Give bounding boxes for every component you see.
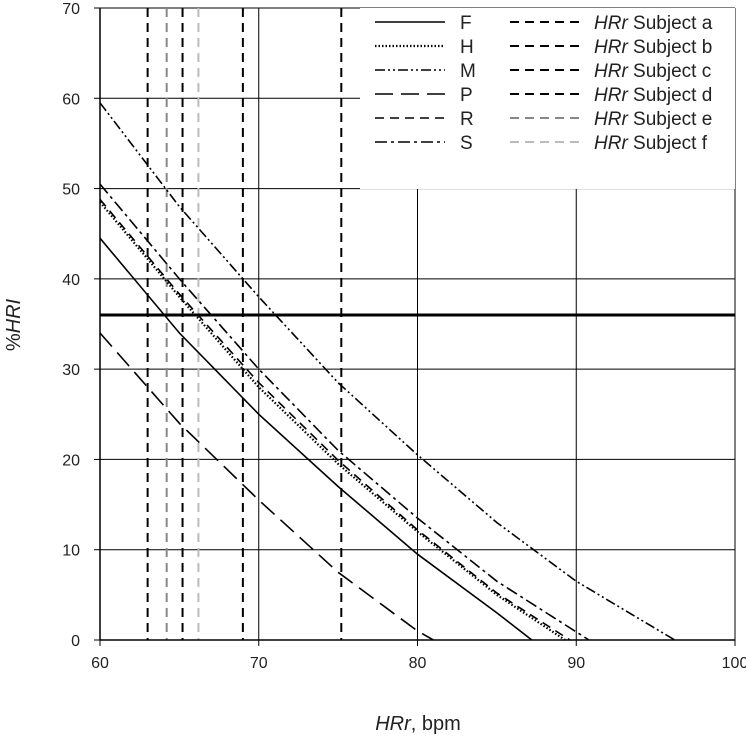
y-axis-title-prefix: % [3,333,25,351]
legend-label-subject-5: HRr Subject f [594,133,708,154]
x-tick-label-1: 70 [250,655,268,672]
legend-label-subject-4: HRr Subject e [594,109,712,130]
y-tick-label-7: 70 [62,1,80,18]
y-tick-label-1: 10 [62,543,80,560]
legend-label-R: R [460,109,474,130]
legend-label-subject-3: HRr Subject d [594,85,712,106]
tick-labels: 60 70 80 90 100 0 10 20 30 40 50 60 70 [62,1,746,672]
y-tick-label-2: 20 [62,452,80,469]
legend-label-F: F [460,13,472,34]
legend-label-subject-2: HRr Subject c [594,61,711,82]
series-line-M [99,102,676,641]
y-tick-label-5: 50 [62,182,80,199]
y-tick-label-4: 40 [62,272,80,289]
series-line-S [99,183,590,641]
axes [94,7,736,646]
x-axis-title-rest: , bpm [411,713,461,735]
legend-label-S: S [460,133,473,154]
y-axis-title: %HRI [3,298,25,351]
legend-label-P: P [460,85,473,106]
y-tick-label-0: 0 [71,633,80,650]
y-tick-label-3: 30 [62,362,80,379]
legend-label-subject-0: HRr Subject a [594,13,713,34]
legend-label-subject-1: HRr Subject b [594,37,712,58]
legend-label-H: H [460,37,474,58]
series-line-H [99,201,566,641]
y-axis-title-italic: HRI [3,298,25,333]
x-tick-label-2: 80 [409,655,427,672]
subject-lines [146,8,343,640]
legend-label-M: M [460,61,476,82]
series-line-R [99,198,571,641]
legend-box [360,8,735,189]
x-tick-label-4: 100 [722,655,746,672]
y-tick-label-6: 60 [62,91,80,108]
x-tick-label-0: 60 [91,655,109,672]
x-axis-title: HRr, bpm [375,713,461,735]
series-lines [99,102,676,641]
series-line-F [99,237,533,641]
x-axis-title-italic: HRr [375,713,412,735]
x-tick-label-3: 90 [567,655,585,672]
